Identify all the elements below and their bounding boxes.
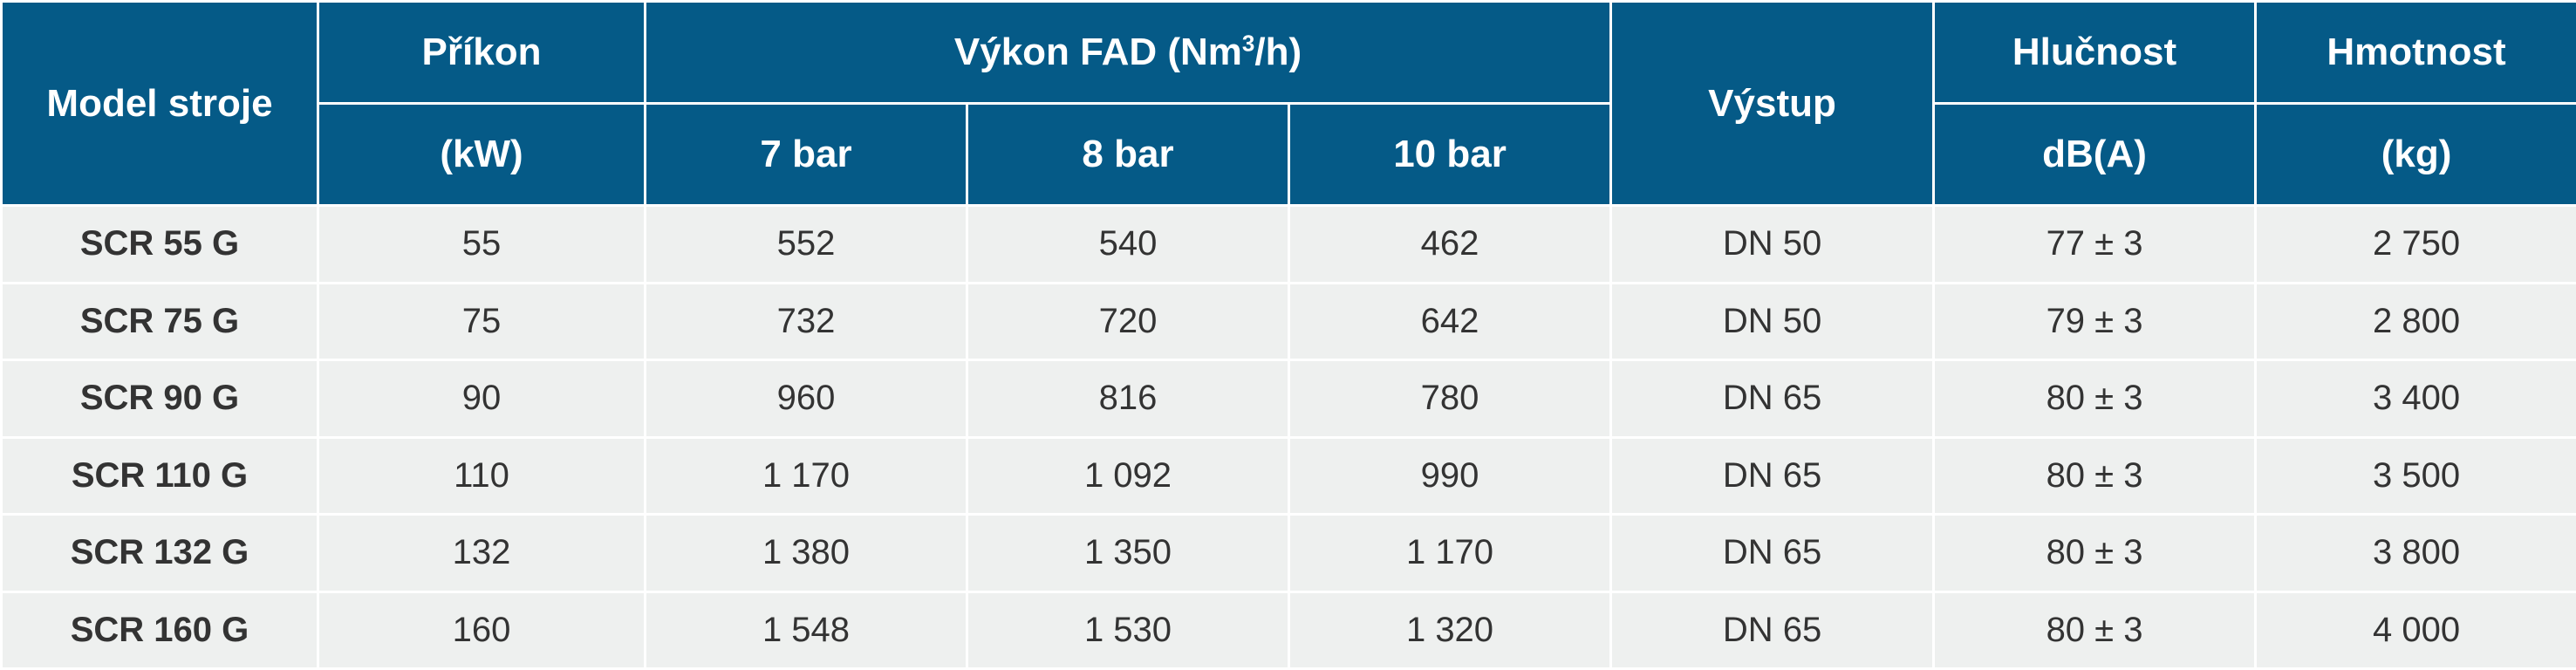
cell-weight: 3 500	[2254, 435, 2576, 516]
cell-model: SCR 160 G	[0, 590, 319, 670]
cell-fad8: 816	[966, 359, 1290, 439]
header-fad-tail: /h)	[1254, 31, 1302, 73]
cell-fad10: 990	[1287, 435, 1613, 516]
cell-power: 160	[317, 590, 646, 670]
header-fad: Výkon FAD (Nm3/h)	[643, 0, 1613, 105]
header-row-2: (kW) 7 bar 8 bar 10 bar dB(A) (kg)	[2, 102, 2576, 207]
cell-fad7: 1 548	[644, 590, 968, 670]
header-row-1: Model stroje Příkon Výkon FAD (Nm3/h) Vý…	[0, 0, 2576, 207]
header-fad-8bar: 8 bar	[966, 102, 1290, 207]
cell-fad10: 1 170	[1287, 513, 1613, 593]
header-noise-unit: dB(A)	[1932, 102, 2258, 207]
cell-fad7: 960	[644, 359, 968, 439]
cell-power: 110	[317, 435, 646, 516]
header-weight: Hmotnost	[2254, 0, 2576, 105]
cell-weight: 4 000	[2254, 590, 2576, 670]
cell-noise: 79 ± 3	[1932, 281, 2258, 361]
cell-fad10: 1 320	[1287, 590, 1613, 670]
header-outlet: Výstup	[1609, 0, 1936, 207]
cell-noise: 80 ± 3	[1932, 359, 2258, 439]
cell-weight: 3 800	[2254, 513, 2576, 593]
cell-fad8: 1 092	[966, 435, 1290, 516]
cell-weight: 3 400	[2254, 359, 2576, 439]
cell-fad7: 552	[644, 204, 968, 284]
cell-noise: 80 ± 3	[1932, 590, 2258, 670]
header-power: Příkon	[317, 0, 646, 105]
cell-model: SCR 75 G	[0, 281, 319, 361]
cell-outlet: DN 65	[1609, 359, 1936, 439]
cell-outlet: DN 50	[1609, 204, 1936, 284]
cell-outlet: DN 50	[1609, 281, 1936, 361]
header-weight-unit: (kg)	[2254, 102, 2576, 207]
cell-fad10: 642	[1287, 281, 1613, 361]
cell-weight: 2 750	[2254, 204, 2576, 284]
header-fad-sup: 3	[1241, 30, 1255, 57]
cell-noise: 77 ± 3	[1932, 204, 2258, 284]
cell-fad8: 540	[966, 204, 1290, 284]
cell-fad7: 1 380	[644, 513, 968, 593]
cell-fad8: 1 350	[966, 513, 1290, 593]
cell-noise: 80 ± 3	[1932, 435, 2258, 516]
cell-outlet: DN 65	[1609, 590, 1936, 670]
header-fad-10bar: 10 bar	[1287, 102, 1613, 207]
cell-weight: 2 800	[2254, 281, 2576, 361]
cell-power: 132	[317, 513, 646, 593]
header-model: Model stroje	[0, 0, 319, 207]
cell-power: 75	[317, 281, 646, 361]
cell-power: 90	[317, 359, 646, 439]
header-fad-7bar: 7 bar	[644, 102, 968, 207]
cell-fad7: 1 170	[644, 435, 968, 516]
header-fad-text: Výkon FAD (Nm	[953, 31, 1242, 73]
cell-fad7: 732	[644, 281, 968, 361]
cell-noise: 80 ± 3	[1932, 513, 2258, 593]
cell-fad8: 720	[966, 281, 1290, 361]
cell-model: SCR 110 G	[0, 435, 319, 516]
cell-outlet: DN 65	[1609, 435, 1936, 516]
cell-fad10: 780	[1287, 359, 1613, 439]
cell-power: 55	[317, 204, 646, 284]
cell-outlet: DN 65	[1609, 513, 1936, 593]
cell-model: SCR 55 G	[0, 204, 319, 284]
cell-model: SCR 132 G	[0, 513, 319, 593]
cell-fad8: 1 530	[966, 590, 1290, 670]
header-power-unit: (kW)	[317, 102, 646, 207]
cell-model: SCR 90 G	[0, 359, 319, 439]
cell-fad10: 462	[1287, 204, 1613, 284]
header-noise: Hlučnost	[1932, 0, 2258, 105]
